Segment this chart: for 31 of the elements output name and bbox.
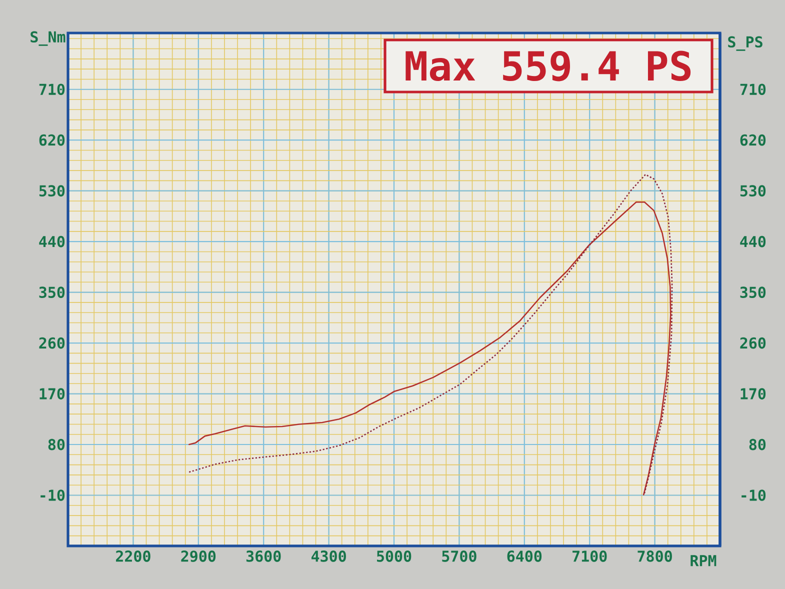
y-axis-title: S_Nm (30, 31, 66, 46)
x-axis-title: RPM (690, 555, 716, 566)
x-tick-label: 7800 (638, 550, 672, 562)
x-tick-label: 3600 (246, 550, 281, 562)
y2-tick-label: 170 (740, 388, 766, 400)
y-tick-label: -10 (40, 490, 65, 501)
x-tick-label: 2200 (116, 550, 150, 562)
y-tick-label: 530 (39, 185, 65, 197)
y2-axis-title: S_PS (728, 36, 762, 51)
y2-tick-label: 80 (749, 438, 766, 450)
x-tick-label: 2900 (181, 550, 216, 562)
y2-tick-label: -10 (742, 490, 766, 501)
x-tick-label: 4300 (311, 550, 346, 562)
y2-tick-label: 710 (740, 84, 766, 96)
x-tick-label: 6400 (507, 550, 542, 562)
y-tick-label: 620 (39, 134, 65, 146)
y-tick-label: 260 (39, 337, 65, 349)
y-tick-label: 170 (40, 388, 65, 400)
x-tick-label: 5700 (442, 550, 476, 562)
y-tick-label: 440 (39, 236, 65, 248)
y2-tick-label: 620 (740, 134, 766, 146)
x-tick-label: 7100 (572, 550, 607, 562)
annotation: Max 559.4 PS (406, 50, 691, 82)
y2-tick-label: 350 (740, 286, 766, 298)
y2-tick-label: 260 (740, 337, 766, 349)
y-tick-label: 80 (48, 438, 65, 450)
y2-tick-label: 440 (740, 236, 766, 248)
y2-tick-label: 530 (740, 185, 766, 197)
y-tick-label: 710 (39, 84, 65, 96)
x-tick-label: 5000 (376, 550, 412, 562)
y-tick-label: 350 (39, 286, 65, 298)
